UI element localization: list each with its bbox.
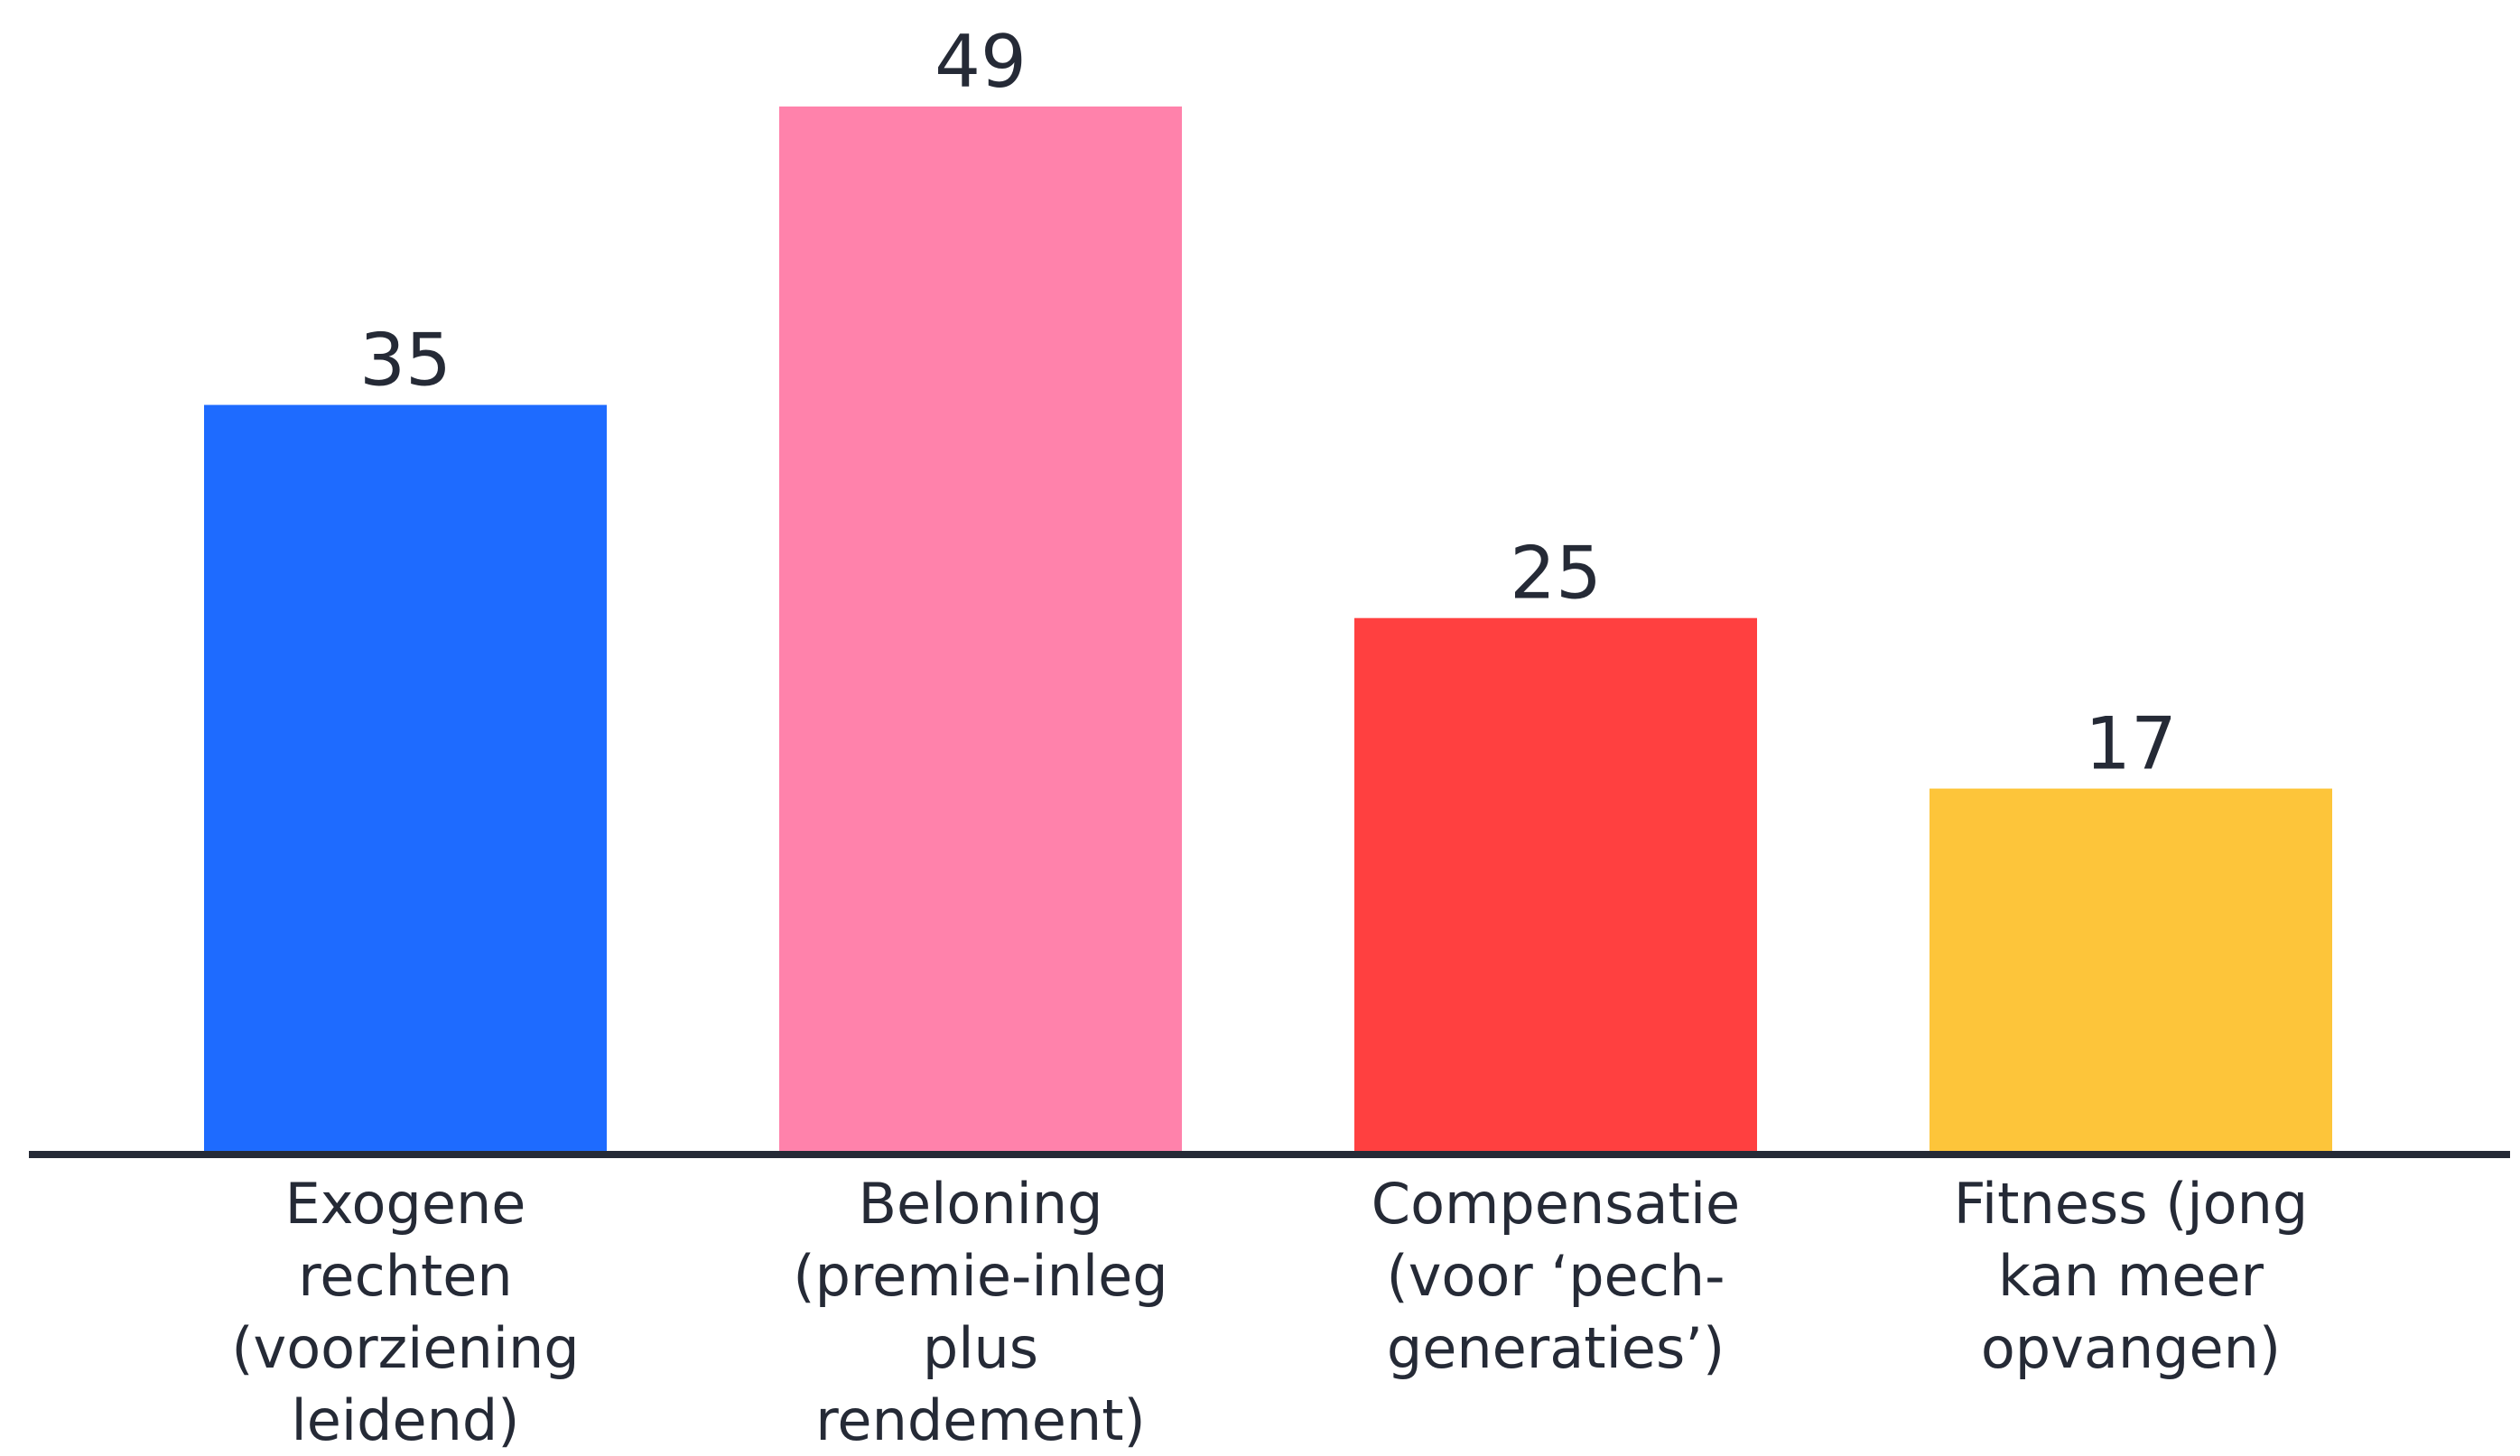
data-label-3: 25 — [1510, 532, 1602, 616]
value-labels-layer: 35 49 25 17 — [359, 20, 2177, 786]
category-label-line: (voor ‘pech- — [1387, 1243, 1725, 1309]
category-label-line: rendement) — [815, 1387, 1145, 1453]
bars-layer — [204, 107, 2332, 1152]
category-label-line: (premie-inleg — [793, 1243, 1167, 1309]
category-label-line: plus — [923, 1315, 1038, 1381]
category-labels-layer: Exogene rechten (voorziening leidend) Beloni… — [231, 1171, 2308, 1453]
data-label-2: 49 — [935, 20, 1027, 104]
bar-4 — [1930, 788, 2332, 1151]
category-label-line: rechten — [298, 1243, 512, 1309]
category-label-line: Fitness (jong — [1954, 1171, 2308, 1237]
category-label-line: leidend) — [292, 1387, 520, 1453]
category-label-line: kan meer — [1998, 1243, 2264, 1309]
category-label-line: Compensatie — [1372, 1171, 1740, 1237]
category-label-1: Exogene rechten (voorziening leidend) — [231, 1171, 579, 1453]
bar-2 — [779, 107, 1182, 1151]
category-label-line: generaties’) — [1387, 1315, 1725, 1381]
category-label-2: Beloning (premie-inleg plus rendement) — [793, 1171, 1167, 1453]
category-label-line: Exogene — [285, 1171, 526, 1237]
bar-3 — [1354, 617, 1757, 1151]
bar-1 — [204, 404, 607, 1152]
category-label-4: Fitness (jong kan meer opvangen) — [1954, 1171, 2308, 1381]
data-label-4: 17 — [2085, 702, 2177, 786]
category-label-line: opvangen) — [1981, 1315, 2281, 1381]
category-label-line: Beloning — [858, 1171, 1102, 1237]
category-label-line: (voorziening — [231, 1315, 579, 1381]
category-label-3: Compensatie (voor ‘pech-generaties’) — [1372, 1171, 1740, 1381]
data-label-1: 35 — [359, 319, 451, 403]
